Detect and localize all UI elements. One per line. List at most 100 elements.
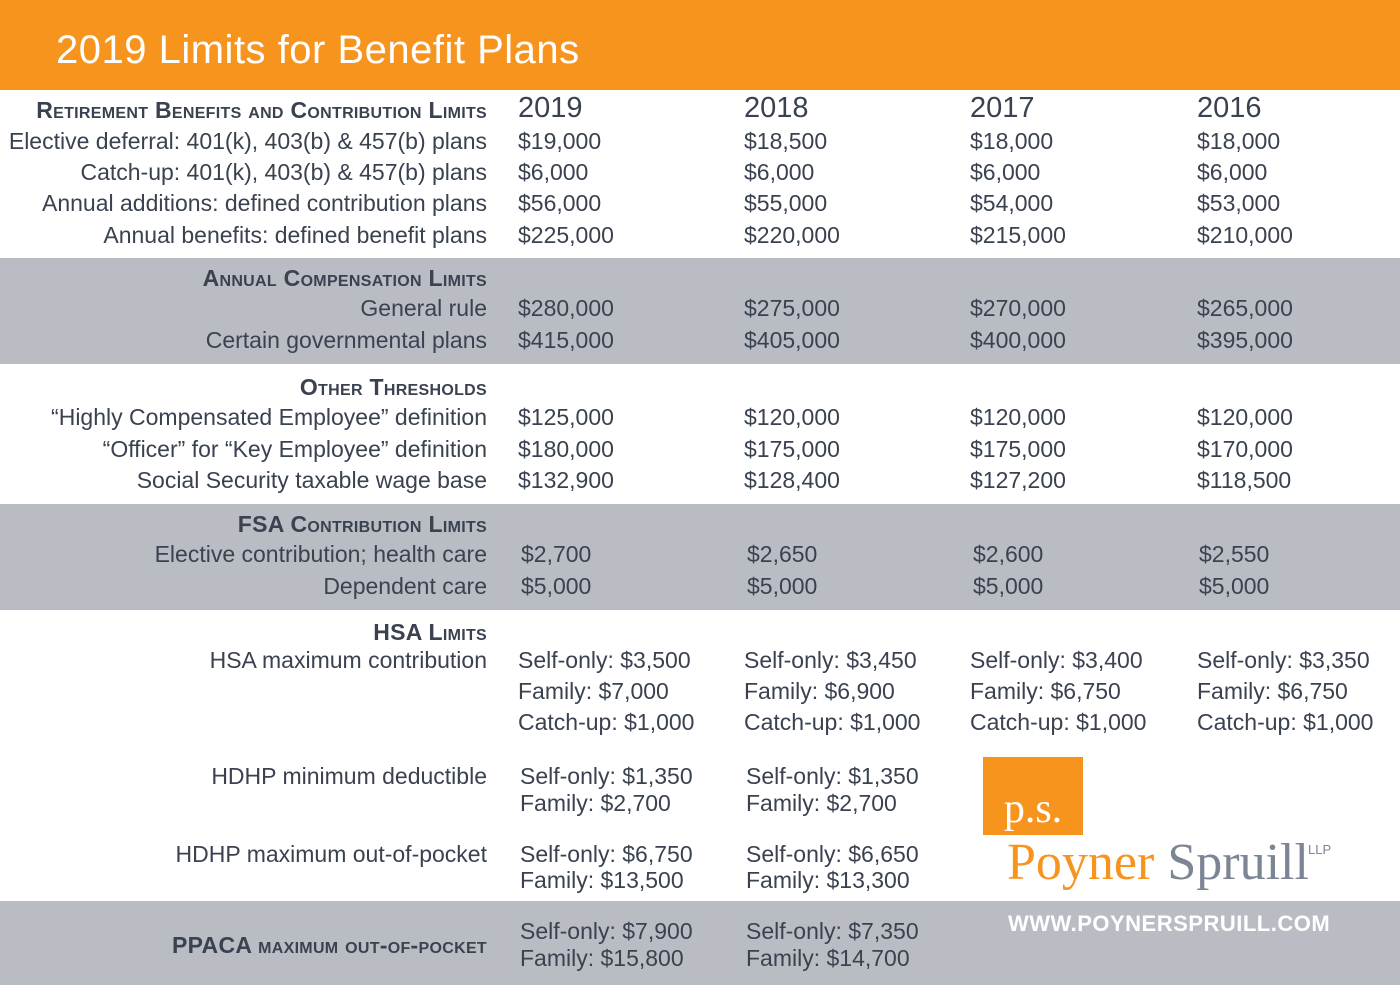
table-cell: $415,000: [518, 327, 614, 353]
table-cell: Family: $15,800: [520, 945, 684, 971]
table-cell: $175,000: [744, 436, 840, 462]
table-cell: $53,000: [1197, 190, 1281, 216]
table-cell: $280,000: [518, 295, 614, 321]
row-label: Social Security taxable wage base: [136, 467, 487, 493]
table-cell: Catch-up: $1,000: [1197, 709, 1374, 735]
table-cell: Catch-up: $1,000: [970, 709, 1147, 735]
page-header: 2019 Limits for Benefit Plans: [0, 0, 1400, 90]
table-cell: $132,900: [518, 467, 614, 493]
table-cell: $55,000: [744, 190, 828, 216]
year-header-2018: 2018: [744, 92, 809, 124]
table-cell: $175,000: [970, 436, 1066, 462]
compensation-band: [0, 258, 1400, 364]
table-cell: $225,000: [518, 222, 614, 248]
table-cell: Self-only: $3,400: [970, 647, 1143, 673]
row-label: “Highly Compensated Employee” definition: [51, 404, 487, 430]
firm-logo: Poyner Spruill: [1007, 837, 1309, 889]
table-cell: Self-only: $6,750: [520, 841, 693, 867]
retirement-heading: Retirement Benefits and Contribution Lim…: [36, 97, 487, 123]
table-cell: $6,000: [1197, 159, 1268, 185]
table-cell: Self-only: $7,900: [520, 918, 693, 944]
logo-mark: p.s.: [983, 757, 1083, 835]
table-cell: $2,700: [521, 541, 592, 567]
table-cell: $270,000: [970, 295, 1066, 321]
ppaca-heading: PPACA maximum out-of-pocket: [171, 932, 487, 958]
table-cell: Family: $2,700: [520, 790, 671, 816]
year-header-2017: 2017: [970, 92, 1035, 124]
table-cell: $19,000: [518, 128, 602, 154]
table-cell: $395,000: [1197, 327, 1293, 353]
page-title: 2019 Limits for Benefit Plans: [56, 28, 580, 72]
table-cell: $125,000: [518, 404, 614, 430]
compensation-heading: Annual Compensation Limits: [202, 265, 487, 291]
row-label: Catch-up: 401(k), 403(b) & 457(b) plans: [80, 159, 487, 185]
website-link[interactable]: WWW.POYNERSPRUILL.COM: [1008, 911, 1331, 936]
row-label: Elective contribution; health care: [154, 541, 487, 567]
year-header-2019: 2019: [518, 92, 583, 124]
table-cell: Catch-up: $1,000: [744, 709, 921, 735]
fsa-heading: FSA Contribution Limits: [237, 511, 487, 537]
logo-mark-text: p.s.: [1003, 786, 1063, 832]
table-cell: $18,500: [744, 128, 828, 154]
row-label: “Officer” for “Key Employee” definition: [102, 436, 487, 462]
table-cell: $128,400: [744, 467, 840, 493]
table-cell: $120,000: [970, 404, 1066, 430]
table-cell: $2,550: [1199, 541, 1270, 567]
table-cell: Self-only: $1,350: [520, 763, 693, 789]
table-cell: $405,000: [744, 327, 840, 353]
table-cell: Family: $7,000: [518, 678, 669, 704]
table-cell: $6,000: [744, 159, 815, 185]
table-cell: $56,000: [518, 190, 602, 216]
table-cell: $170,000: [1197, 436, 1293, 462]
table-cell: $210,000: [1197, 222, 1293, 248]
table-cell: $6,000: [518, 159, 589, 185]
table-cell: $400,000: [970, 327, 1066, 353]
firm-name-second: Spruill: [1167, 834, 1309, 891]
table-cell: Family: $6,750: [1197, 678, 1348, 704]
fsa-band: [0, 504, 1400, 610]
table-cell: $215,000: [970, 222, 1066, 248]
table-cell: Self-only: $1,350: [746, 763, 919, 789]
table-cell: $220,000: [744, 222, 840, 248]
table-cell: $275,000: [744, 295, 840, 321]
table-cell: Family: $13,500: [520, 867, 684, 893]
thresholds-heading: Other Thresholds: [299, 374, 487, 400]
table-cell: $127,200: [970, 467, 1066, 493]
table-cell: Family: $6,900: [744, 678, 895, 704]
table-cell: Self-only: $3,500: [518, 647, 691, 673]
table-cell: Family: $13,300: [746, 867, 910, 893]
row-label: HDHP minimum deductible: [211, 763, 487, 789]
table-cell: $118,500: [1197, 467, 1292, 493]
table-cell: $120,000: [1197, 404, 1293, 430]
ppaca-band: [0, 901, 1400, 985]
table-cell: $2,600: [973, 541, 1044, 567]
table-cell: $5,000: [747, 573, 818, 599]
table-cell: Self-only: $7,350: [746, 918, 919, 944]
table-cell: $18,000: [970, 128, 1054, 154]
table-cell: $18,000: [1197, 128, 1281, 154]
row-label: General rule: [360, 295, 487, 321]
row-label: Annual benefits: defined benefit plans: [103, 222, 487, 248]
firm-name-first: Poyner: [1007, 834, 1155, 891]
table-cell: $180,000: [518, 436, 614, 462]
table-cell: $54,000: [970, 190, 1054, 216]
table-cell: Family: $14,700: [746, 945, 910, 971]
table-cell: $2,650: [747, 541, 818, 567]
table-cell: $5,000: [521, 573, 592, 599]
table-cell: Self-only: $6,650: [746, 841, 919, 867]
table-cell: $5,000: [1199, 573, 1270, 599]
year-header-2016: 2016: [1197, 92, 1262, 124]
table-cell: $6,000: [970, 159, 1041, 185]
table-cell: $5,000: [973, 573, 1044, 599]
row-label: Dependent care: [323, 573, 487, 599]
table-cell: Self-only: $3,350: [1197, 647, 1370, 673]
firm-suffix: LLP: [1308, 842, 1332, 857]
hsa-heading: HSA Limits: [373, 619, 487, 645]
row-label: HSA maximum contribution: [209, 647, 487, 673]
row-label: Certain governmental plans: [205, 327, 487, 353]
table-cell: Catch-up: $1,000: [518, 709, 695, 735]
row-label: HDHP maximum out-of-pocket: [175, 841, 487, 867]
row-label: Elective deferral: 401(k), 403(b) & 457(…: [8, 128, 487, 154]
table-cell: Self-only: $3,450: [744, 647, 917, 673]
table-cell: $120,000: [744, 404, 840, 430]
